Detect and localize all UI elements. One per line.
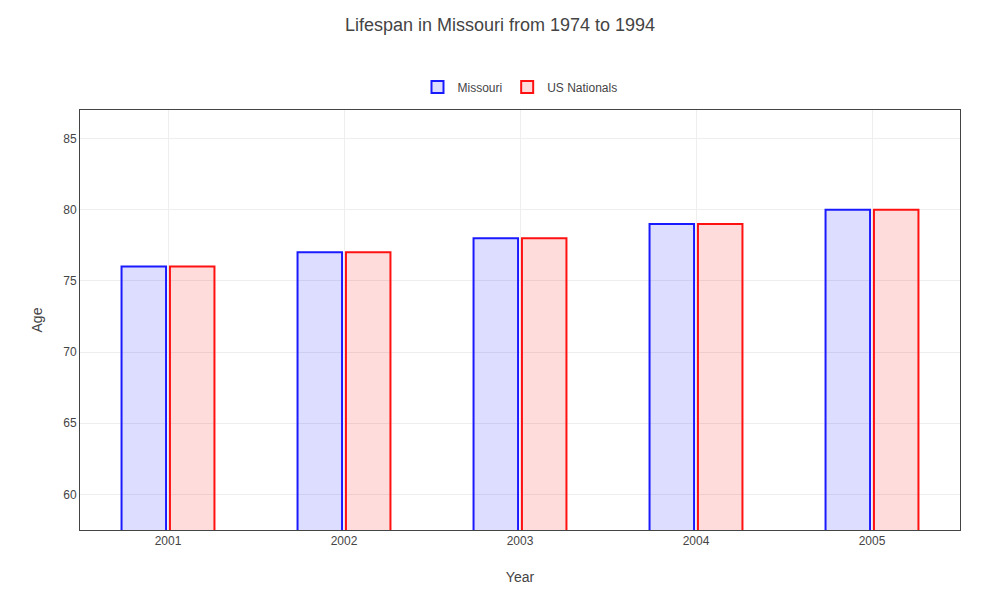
svg-text:60: 60 — [63, 488, 77, 502]
svg-text:2005: 2005 — [859, 534, 886, 548]
svg-text:2003: 2003 — [507, 534, 534, 548]
svg-text:Age: Age — [29, 307, 45, 332]
svg-text:2004: 2004 — [683, 534, 710, 548]
svg-text:70: 70 — [63, 345, 77, 359]
svg-text:2002: 2002 — [331, 534, 358, 548]
svg-text:75: 75 — [63, 274, 77, 288]
svg-text:Lifespan in Missouri from 1974: Lifespan in Missouri from 1974 to 1994 — [345, 15, 655, 35]
svg-text:Missouri: Missouri — [458, 81, 503, 95]
svg-text:US Nationals: US Nationals — [547, 81, 617, 95]
svg-text:85: 85 — [63, 132, 77, 146]
svg-text:Year: Year — [506, 569, 535, 585]
svg-text:65: 65 — [63, 416, 77, 430]
svg-text:80: 80 — [63, 203, 77, 217]
svg-text:2001: 2001 — [155, 534, 182, 548]
